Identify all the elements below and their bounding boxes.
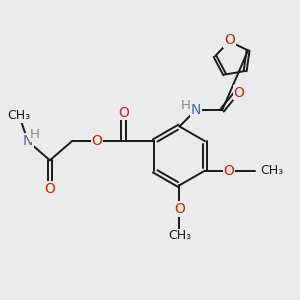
Text: O: O [224, 164, 234, 178]
Text: O: O [233, 85, 244, 100]
Text: N: N [22, 134, 33, 148]
Text: CH₃: CH₃ [8, 109, 31, 122]
Text: O: O [44, 182, 55, 196]
Text: O: O [92, 134, 102, 148]
Text: H: H [30, 128, 40, 141]
Text: O: O [174, 202, 185, 216]
Text: O: O [224, 33, 235, 47]
Text: CH₃: CH₃ [168, 230, 191, 242]
Text: N: N [190, 103, 201, 117]
Text: O: O [118, 106, 129, 120]
Text: CH₃: CH₃ [260, 164, 283, 177]
Text: H: H [180, 99, 190, 112]
